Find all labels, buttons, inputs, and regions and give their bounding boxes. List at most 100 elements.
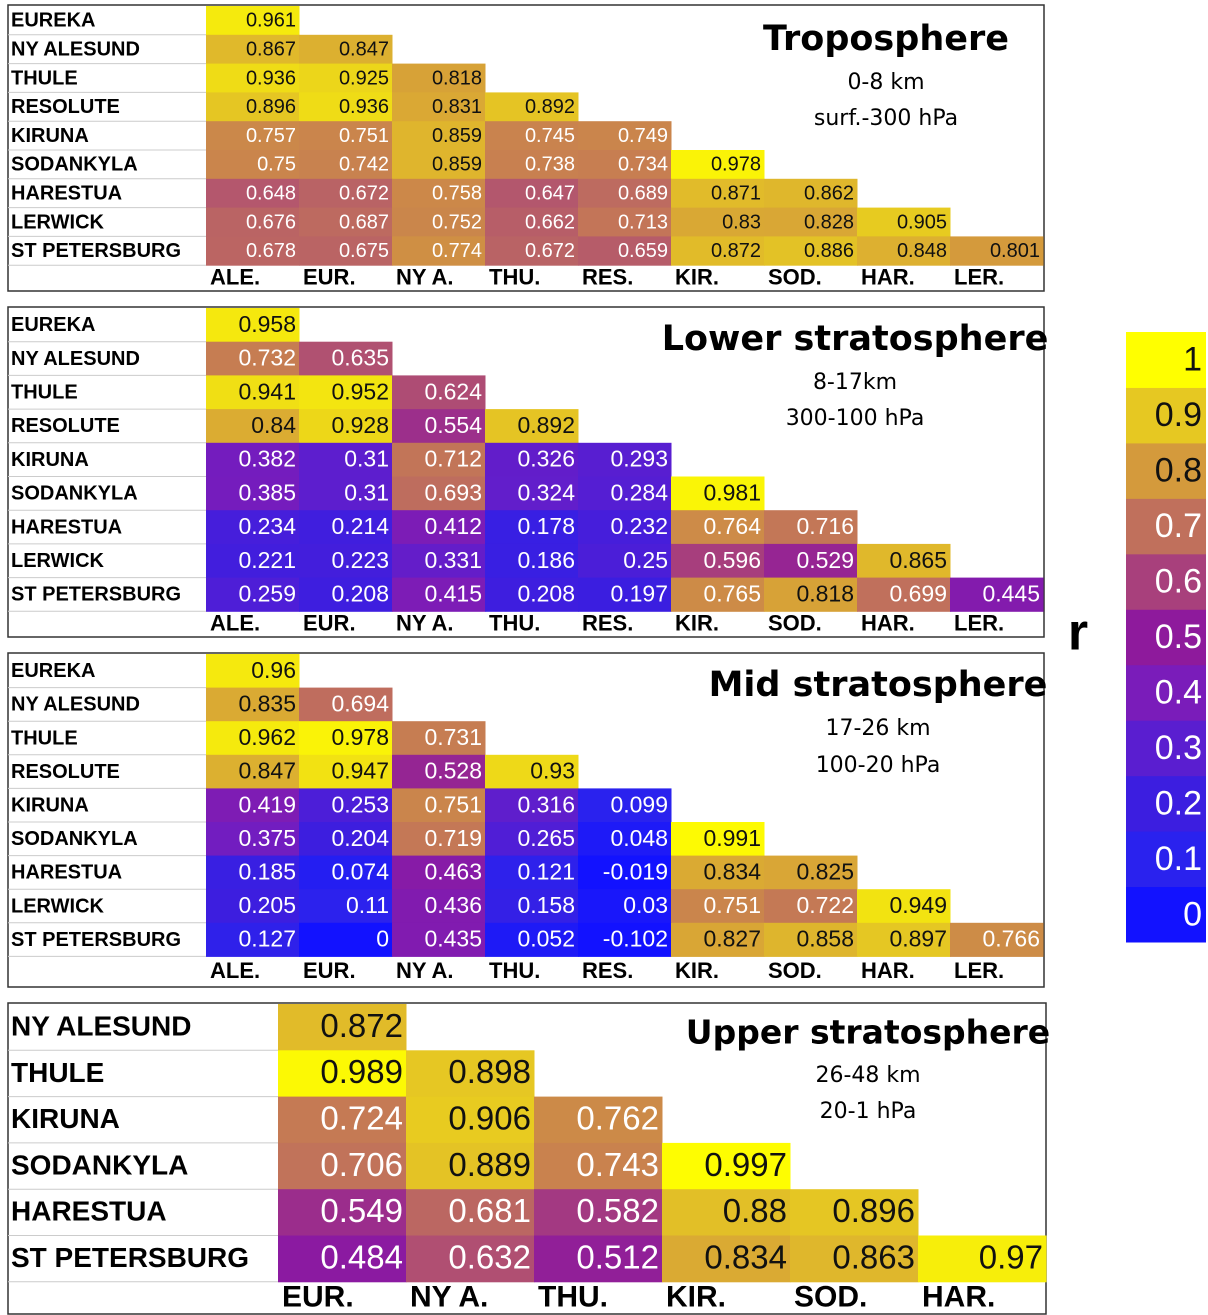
cell-value: 0.11 — [346, 892, 389, 918]
panel-title: Mid stratosphere — [709, 665, 1048, 705]
heatmap-cell — [392, 236, 486, 266]
heatmap-cell — [392, 121, 486, 151]
colorbar-label: r — [1068, 604, 1088, 662]
colorbar-tick-label: 0.1 — [1155, 840, 1202, 878]
heatmap-cell — [392, 150, 486, 180]
heatmap-cell — [406, 1142, 535, 1190]
row-label: KIRUNA — [11, 449, 89, 471]
heatmap-cell — [299, 442, 393, 477]
cell-value: 0.872 — [711, 240, 761, 262]
heatmap-cell — [857, 543, 951, 579]
cell-value: 0.84 — [251, 412, 296, 438]
cell-value: 0.382 — [238, 446, 296, 472]
cell-value: 0.848 — [897, 240, 947, 262]
cell-value: 0.554 — [424, 412, 482, 438]
column-label: KIR. — [675, 264, 719, 289]
heatmap-cell — [578, 207, 672, 237]
heatmap-cell — [485, 178, 579, 209]
heatmap-cell — [206, 207, 300, 237]
column-label: HAR. — [861, 958, 915, 983]
cell-value: 0.659 — [618, 240, 668, 262]
heatmap-cell — [206, 754, 300, 789]
cell-value: 0.835 — [238, 690, 296, 716]
cell-value: 0.991 — [703, 825, 761, 851]
cell-value: 0.074 — [331, 858, 389, 884]
cell-value: 0.463 — [424, 858, 482, 884]
heatmap-cell — [206, 150, 300, 180]
cell-value: 0.88 — [723, 1192, 787, 1229]
cell-value: 0.981 — [703, 479, 761, 505]
cell-value: 0.719 — [424, 825, 482, 851]
cell-value: 0.731 — [424, 724, 482, 750]
cell-value: 0.178 — [517, 513, 575, 539]
cell-value: 0.818 — [432, 67, 482, 89]
row-label: NY ALESUND — [11, 38, 140, 60]
colorbar-tick-label: 1 — [1183, 341, 1202, 379]
cell-value: 0.672 — [339, 182, 389, 204]
colorbar-tick-label: 0.4 — [1155, 673, 1202, 711]
cell-value: 0.749 — [618, 125, 668, 147]
heatmap-cell — [662, 1235, 791, 1283]
cell-value: 0.892 — [525, 96, 575, 118]
column-label: LER. — [954, 610, 1004, 635]
cell-value: 0.825 — [796, 858, 854, 884]
heatmap-cell — [485, 822, 579, 857]
column-label: EUR. — [303, 610, 356, 635]
heatmap-cell — [206, 855, 300, 890]
heatmap-cell — [578, 121, 672, 151]
cell-value: 0.83 — [722, 211, 761, 233]
heatmap-cell — [278, 1142, 407, 1190]
heatmap-cell — [392, 207, 486, 237]
cell-value: 0.232 — [610, 513, 668, 539]
cell-value: 0.259 — [238, 581, 296, 607]
heatmap-cell — [671, 855, 765, 890]
cell-value: 0.96 — [251, 657, 296, 683]
cell-value: 0.952 — [331, 378, 389, 404]
cell-value: 0.681 — [448, 1192, 531, 1229]
heatmap-cell — [299, 341, 393, 376]
cell-value: 0.205 — [238, 892, 296, 918]
cell-value: 0.419 — [238, 791, 296, 817]
cell-value: 0.385 — [238, 479, 296, 505]
heatmap-cell — [299, 150, 393, 180]
cell-value: 0.758 — [432, 182, 482, 204]
heatmap-cell — [485, 207, 579, 237]
cell-value: 0.284 — [610, 479, 668, 505]
heatmap-cell — [764, 543, 858, 579]
cell-value: 0.099 — [610, 791, 668, 817]
cell-value: 0.752 — [432, 211, 482, 233]
heatmap-cell — [764, 922, 858, 957]
cell-value: 0.647 — [525, 182, 575, 204]
panel-frame — [7, 1002, 1047, 1315]
heatmap-cell — [578, 543, 672, 579]
cell-value: 0.97 — [979, 1238, 1043, 1275]
cell-value: 0.052 — [517, 926, 575, 952]
heatmap-cell — [206, 543, 300, 579]
cell-value: 0.774 — [432, 240, 482, 262]
heatmap-cell — [278, 1004, 407, 1051]
heatmap-cell — [392, 409, 486, 444]
heatmap-cell — [206, 341, 300, 376]
colorbar-cell — [1126, 609, 1206, 666]
row-label: SODANKYLA — [11, 483, 138, 505]
column-label: HAR. — [922, 1280, 995, 1313]
heatmap-cell — [206, 889, 300, 924]
cell-value: 0.204 — [331, 825, 389, 851]
cell-value: 0.223 — [331, 547, 389, 573]
column-label: NY A. — [410, 1280, 488, 1313]
cell-value: 0.484 — [320, 1238, 403, 1275]
row-label: THULE — [11, 67, 78, 89]
heatmap-cell — [534, 1235, 663, 1283]
row-label: SODANKYLA — [11, 154, 138, 176]
cell-value: 0.834 — [704, 1238, 787, 1275]
cell-value: 0.989 — [320, 1053, 403, 1090]
heatmap-cell — [299, 409, 393, 444]
cell-value: 0.925 — [339, 67, 389, 89]
heatmap-cell — [206, 34, 300, 65]
cell-value: 0.048 — [610, 825, 668, 851]
heatmap-cell — [206, 442, 300, 477]
heatmap-cell — [206, 577, 300, 612]
row-label: LERWICK — [11, 211, 105, 233]
cell-value: 0.713 — [618, 211, 668, 233]
heatmap-cell — [671, 822, 765, 857]
